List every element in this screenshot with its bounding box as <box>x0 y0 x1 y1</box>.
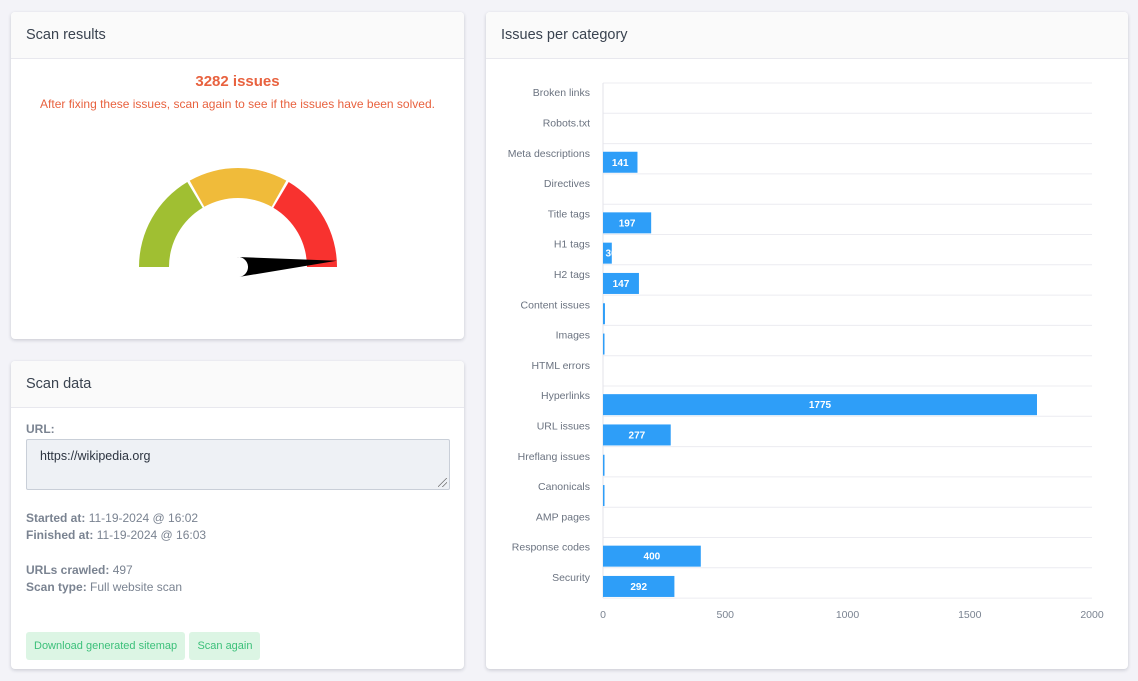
url-textarea[interactable]: https://wikipedia.org <box>26 439 450 490</box>
finished-label: Finished at: <box>26 528 94 542</box>
bar-url-issues[interactable] <box>603 424 671 446</box>
category-label: Canonicals <box>538 481 590 493</box>
url-label: URL: <box>26 422 55 436</box>
x-tick-label: 2000 <box>1080 609 1104 621</box>
gauge-needle <box>237 256 337 277</box>
category-label: HTML errors <box>531 360 590 372</box>
crawled-value: 497 <box>112 563 133 577</box>
bar-security[interactable] <box>603 575 675 597</box>
bar-h1-tags[interactable] <box>603 242 612 264</box>
gauge-segment-red <box>273 181 337 267</box>
category-label: Title tags <box>548 208 590 220</box>
bar-data-label: 147 <box>613 279 630 290</box>
category-label: Hyperlinks <box>541 390 590 402</box>
bar-title-tags[interactable] <box>603 212 652 234</box>
scan-type-row: Scan type: Full website scan <box>26 579 449 596</box>
category-label: Meta descriptions <box>508 148 590 160</box>
bar-hyperlinks[interactable] <box>603 394 1037 416</box>
scan-results-card: Scan results 3282 issues After fixing th… <box>11 12 464 339</box>
bar-canonicals[interactable] <box>603 485 605 507</box>
bar-data-label: 36 <box>605 249 617 260</box>
started-label: Started at: <box>26 511 86 525</box>
issues-bar-chart: Broken links Robots.txt Meta descriptions 1… <box>508 82 1104 621</box>
started-at-row: Started at: 11-19-2024 @ 16:02 <box>26 510 449 527</box>
scan-type-label: Scan type: <box>26 580 87 594</box>
finished-at-row: Finished at: 11-19-2024 @ 16:03 <box>26 527 449 544</box>
x-tick-label: 1000 <box>836 609 860 621</box>
gauge-segment-yellow <box>189 168 287 207</box>
finished-value: 11-19-2024 @ 16:03 <box>96 528 207 542</box>
issues-per-category-card: Issues per category Broken links Robots.t… <box>486 12 1128 669</box>
category-label: Robots.txt <box>543 117 590 129</box>
category-label: Security <box>552 572 591 584</box>
gauge-segment-green <box>139 181 203 267</box>
scan-data-card: Scan data URL: https://wikipedia.org Sta… <box>11 361 464 669</box>
scan-data-title: Scan data <box>11 361 464 408</box>
bar-hreflang-issues[interactable] <box>603 454 605 476</box>
category-label: H1 tags <box>554 239 590 251</box>
category-label: Response codes <box>512 542 590 554</box>
bar-h2-tags[interactable] <box>603 272 639 294</box>
scan-again-button[interactable]: Scan again <box>189 632 261 660</box>
bar-data-label: 141 <box>612 158 629 169</box>
bar-data-label: 1775 <box>809 400 832 411</box>
action-buttons: Download generated sitemap Scan again <box>26 632 449 660</box>
issues-chart-title: Issues per category <box>486 12 1128 59</box>
bar-data-label: 400 <box>644 552 661 563</box>
bar-data-label: 277 <box>629 430 646 441</box>
x-tick-label: 0 <box>600 609 606 621</box>
category-label: AMP pages <box>536 511 590 523</box>
bar-content-issues[interactable] <box>603 303 605 325</box>
bar-response-codes[interactable] <box>603 545 701 567</box>
issues-count: 3282 issues <box>195 73 280 90</box>
urls-crawled-row: URLs crawled: 497 <box>26 562 449 579</box>
category-label: Content issues <box>521 299 590 311</box>
started-value: 11-19-2024 @ 16:02 <box>88 511 199 525</box>
scan-type-value: Full website scan <box>90 580 183 594</box>
category-label: URL issues <box>537 420 590 432</box>
url-value: https://wikipedia.org <box>40 449 151 463</box>
bar-data-label: 197 <box>619 218 636 229</box>
category-label: Hreflang issues <box>518 451 590 463</box>
issues-gauge <box>139 168 337 277</box>
category-label: H2 tags <box>554 269 590 281</box>
bar-data-label: 292 <box>630 582 647 593</box>
category-label: Images <box>556 330 590 342</box>
issues-hint: After fixing these issues, scan again to… <box>40 97 435 111</box>
crawled-label: URLs crawled: <box>26 563 110 577</box>
bar-meta-descriptions[interactable] <box>603 151 638 173</box>
x-tick-label: 500 <box>716 609 734 621</box>
category-label: Broken links <box>533 87 590 99</box>
scan-results-title: Scan results <box>11 12 464 59</box>
resize-grip-icon[interactable] <box>438 478 447 487</box>
category-label: Directives <box>544 178 590 190</box>
x-tick-label: 1500 <box>958 609 982 621</box>
bar-images[interactable] <box>603 333 605 355</box>
download-sitemap-button[interactable]: Download generated sitemap <box>26 632 186 660</box>
